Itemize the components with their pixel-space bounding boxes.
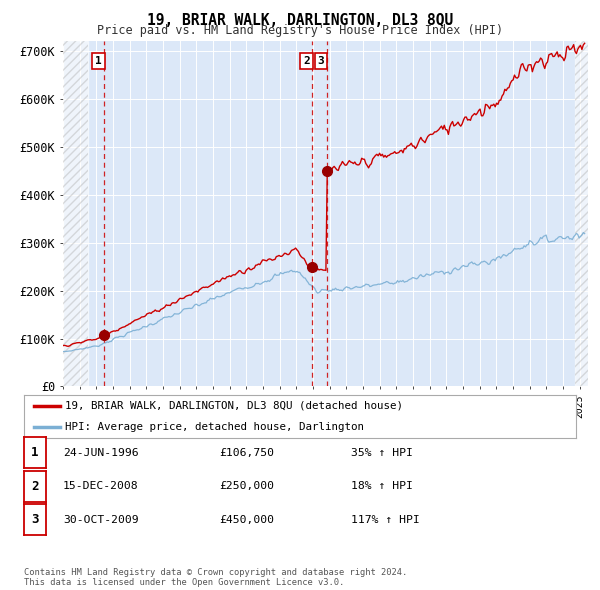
Text: £250,000: £250,000 [219,481,274,491]
Text: 1: 1 [95,56,102,66]
Bar [63,41,88,386]
Text: 19, BRIAR WALK, DARLINGTON, DL3 8QU: 19, BRIAR WALK, DARLINGTON, DL3 8QU [147,13,453,28]
Text: 24-JUN-1996: 24-JUN-1996 [63,448,139,457]
Text: HPI: Average price, detached house, Darlington: HPI: Average price, detached house, Darl… [65,422,364,432]
Text: 15-DEC-2008: 15-DEC-2008 [63,481,139,491]
Text: 18% ↑ HPI: 18% ↑ HPI [351,481,413,491]
Text: £106,750: £106,750 [219,448,274,457]
Text: 117% ↑ HPI: 117% ↑ HPI [351,515,420,525]
Text: 2: 2 [303,56,310,66]
Text: 30-OCT-2009: 30-OCT-2009 [63,515,139,525]
Text: 3: 3 [317,56,325,66]
Text: 1: 1 [31,446,38,459]
Text: 2: 2 [31,480,38,493]
Text: 19, BRIAR WALK, DARLINGTON, DL3 8QU (detached house): 19, BRIAR WALK, DARLINGTON, DL3 8QU (det… [65,401,403,411]
Text: 3: 3 [31,513,38,526]
Text: £450,000: £450,000 [219,515,274,525]
Text: 35% ↑ HPI: 35% ↑ HPI [351,448,413,457]
Text: Price paid vs. HM Land Registry's House Price Index (HPI): Price paid vs. HM Land Registry's House … [97,24,503,37]
Bar [575,41,588,386]
Text: Contains HM Land Registry data © Crown copyright and database right 2024.
This d: Contains HM Land Registry data © Crown c… [24,568,407,587]
